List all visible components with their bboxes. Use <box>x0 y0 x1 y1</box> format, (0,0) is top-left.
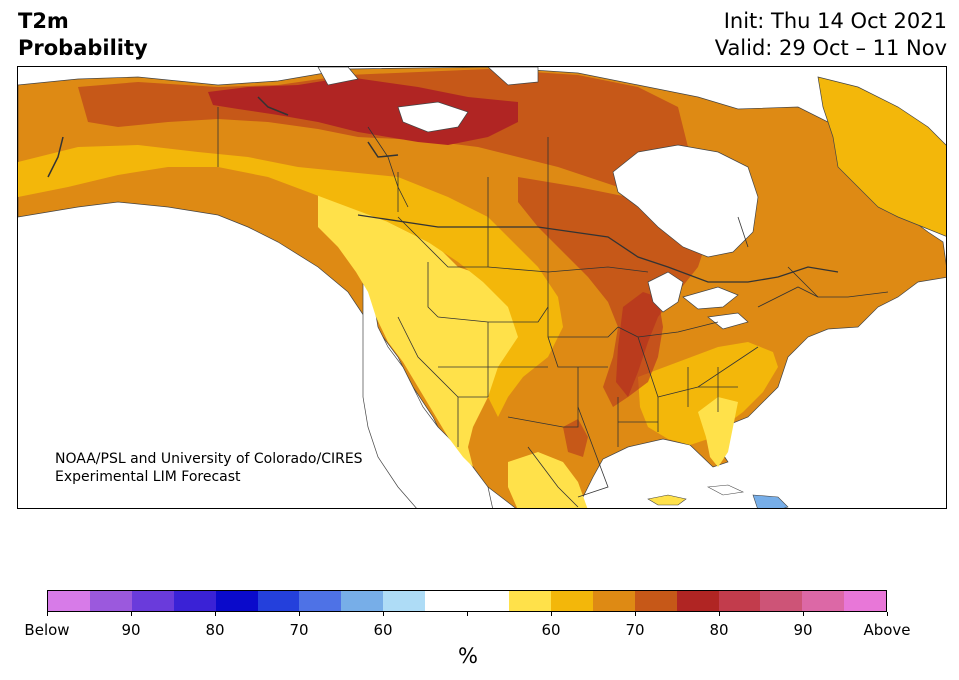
colorbar-swatch <box>383 591 426 611</box>
colorbar-tick <box>719 612 720 616</box>
colorbar-tick <box>551 612 552 616</box>
colorbar-swatch <box>48 591 90 611</box>
colorbar-swatch <box>341 591 384 611</box>
probability-colorbar <box>47 590 887 612</box>
colorbar-unit-label: % <box>458 644 478 668</box>
northern-plains-60-65-region <box>18 145 563 417</box>
colorbar-tick-label: 70 <box>289 621 309 639</box>
colorbar-swatch <box>215 591 258 611</box>
cuba-region <box>647 494 687 506</box>
colorbar-swatch <box>760 591 803 611</box>
west-coast-neutral-region <box>362 266 493 508</box>
alaska-border <box>47 96 399 178</box>
colorbar-tick <box>467 612 468 616</box>
colorbar-tick-label: 90 <box>121 621 141 639</box>
hudson-bay <box>612 144 759 258</box>
colorbar-tick-label: Below <box>24 621 70 639</box>
greenland-region <box>817 76 946 237</box>
arctic-water-1 <box>397 101 469 133</box>
bering-sea <box>18 67 78 79</box>
probability-map <box>18 67 946 508</box>
midwest-75-80-region <box>616 292 663 397</box>
colorbar-swatch <box>257 591 300 611</box>
colorbar-swatch <box>131 591 174 611</box>
colorbar-tick <box>215 612 216 616</box>
colorbar-swatch <box>173 591 216 611</box>
credit-line-1: NOAA/PSL and University of Colorado/CIRE… <box>55 451 363 467</box>
init-date: Init: Thu 14 Oct 2021 <box>723 9 947 33</box>
great-lakes-70-75-region <box>518 177 708 407</box>
texas-70-75-region <box>563 419 588 457</box>
florida-55-60-region <box>698 397 738 467</box>
colorbar-tick-label: 60 <box>541 621 561 639</box>
colorbar-swatch <box>718 591 761 611</box>
colorbar-swatch <box>634 591 677 611</box>
data-credit: NOAA/PSL and University of Colorado/CIRE… <box>55 450 363 486</box>
colorbar-tick-label: 80 <box>709 621 729 639</box>
arctic-water-2 <box>317 67 539 86</box>
colorbar-tick <box>635 612 636 616</box>
colorbar-swatch <box>550 591 593 611</box>
colorbar-swatch <box>844 591 887 611</box>
colorbar-tick <box>47 612 48 616</box>
caribbean-below-region <box>752 494 789 508</box>
colorbar-swatch <box>425 591 468 611</box>
colorbar-tick <box>383 612 384 616</box>
title-variable: T2m <box>18 9 69 33</box>
colorbar-tick-label: 60 <box>373 621 393 639</box>
hispaniola <box>706 484 745 496</box>
forecast-dates: Init: Thu 14 Oct 2021 Valid: 29 Oct – 11… <box>715 8 947 62</box>
great-lakes-water <box>647 271 749 330</box>
colorbar-swatch <box>89 591 132 611</box>
southeast-60-65-region <box>638 342 778 445</box>
colorbar-swatch <box>676 591 719 611</box>
colorbar-tick-marks <box>0 612 959 617</box>
colorbar-tick-label: 90 <box>793 621 813 639</box>
colorbar-swatch <box>592 591 635 611</box>
colorbar-swatch <box>508 591 551 611</box>
state-boundaries <box>217 107 889 508</box>
colorbar-tick <box>299 612 300 616</box>
map-title: T2m Probability <box>18 8 148 62</box>
colorbar-tick <box>803 612 804 616</box>
colorbar-tick-label: 70 <box>625 621 645 639</box>
mexico-55-60-region <box>508 452 588 508</box>
colorbar-tick-labels: Below 90 80 70 60 60 70 80 90 Above <box>0 621 959 641</box>
canada-us-border <box>357 214 839 283</box>
colorbar-swatch <box>467 591 509 611</box>
colorbar-tick <box>131 612 132 616</box>
valid-period: Valid: 29 Oct – 11 Nov <box>714 36 947 60</box>
colorbar-tick-label: 80 <box>205 621 225 639</box>
colorbar-tick-label: Above <box>863 621 911 639</box>
colorbar-swatch <box>802 591 845 611</box>
map-panel <box>17 66 947 509</box>
title-product: Probability <box>18 36 148 60</box>
credit-line-2: Experimental LIM Forecast <box>55 469 241 485</box>
colorbar-tick <box>887 612 888 616</box>
colorbar-swatch <box>299 591 342 611</box>
